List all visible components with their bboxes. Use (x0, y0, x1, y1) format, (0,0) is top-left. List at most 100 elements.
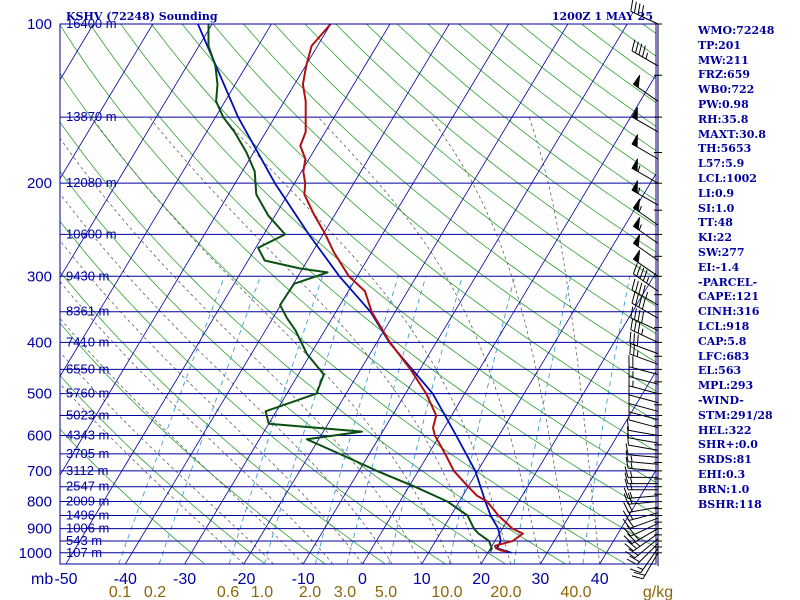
index-line: LFC:683 (698, 349, 750, 363)
isotherm (540, 370, 656, 564)
moist-adiabat (317, 116, 541, 564)
dry-adiabat (181, 24, 656, 422)
moist-adiabat (91, 116, 452, 564)
dry-adiabat (212, 24, 656, 392)
height-label: 107 m (66, 545, 102, 560)
wind-barb-pennant (632, 198, 641, 213)
pressure-label: 700 (27, 463, 52, 480)
wind-barb (625, 456, 659, 472)
isotherm (480, 271, 656, 564)
index-line: BSHR:118 (698, 497, 762, 511)
wind-barb (625, 538, 659, 559)
temperature-tick-label: 40 (591, 571, 609, 588)
mixing-ratio-label: 2.0 (299, 584, 321, 600)
index-line: TP:201 (698, 38, 742, 52)
index-line: EL:563 (698, 364, 742, 378)
wind-barb-pennant (631, 158, 638, 172)
mixing-ratio-unit-label: g/kg (643, 584, 673, 600)
pressure-label: 100 (27, 16, 52, 33)
height-label: 1006 m (66, 521, 109, 536)
wind-barb-pennant (631, 180, 638, 194)
chart-title: KSHV (72248) Sounding (66, 10, 218, 23)
isotherm (184, 24, 510, 564)
x-unit-label: mb (31, 571, 53, 588)
index-line: MW:211 (698, 53, 749, 67)
dry-adiabat (60, 121, 566, 564)
mixing-ratio-label: 3.0 (334, 584, 356, 600)
wind-barb (631, 291, 659, 319)
wind-barb (626, 426, 659, 444)
mixing-ratio-line (228, 276, 323, 564)
index-line: TH:5653 (698, 142, 752, 156)
isotherm (599, 469, 656, 564)
index-line: CINH:316 (698, 305, 760, 319)
height-label: 13870 m (66, 109, 117, 124)
height-label: 3112 m (66, 463, 108, 478)
wind-barb (624, 478, 658, 491)
temperature-tick-label: -40 (114, 571, 137, 588)
moist-adiabat (60, 239, 363, 564)
height-label: 7410 m (66, 334, 109, 349)
index-line: WB0:722 (698, 83, 755, 97)
isotherm (243, 24, 569, 564)
mixing-ratio-line (582, 276, 631, 564)
index-line: LCL:1002 (698, 171, 757, 185)
wind-barb (629, 342, 659, 365)
wind-barb-pennant (631, 134, 638, 148)
index-line: RH:35.8 (698, 112, 749, 126)
wind-barb-pennant (632, 249, 641, 264)
index-line: TT:48 (698, 216, 733, 230)
index-line: SW:277 (698, 245, 745, 259)
wind-barb (626, 543, 659, 566)
pressure-label: 300 (27, 268, 52, 285)
mixing-ratio-line (513, 276, 572, 564)
height-label: 1496 m (66, 507, 109, 522)
moist-adiabat (148, 116, 482, 564)
wind-barb (626, 418, 659, 436)
moist-adiabat (429, 116, 571, 564)
pressure-label: 400 (27, 334, 52, 351)
index-line: MAXT:30.8 (698, 127, 766, 141)
mixing-ratio-label: 40.0 (560, 584, 591, 600)
mixing-ratio-line (158, 276, 261, 564)
mixing-ratio-line (388, 276, 463, 564)
index-line: SHR+:0.0 (698, 438, 758, 452)
dry-adiabat (60, 375, 266, 564)
dry-adiabat (243, 24, 656, 363)
height-label: 8361 m (66, 304, 109, 319)
wind-barb (625, 443, 659, 458)
index-line: CAP:5.8 (698, 334, 747, 348)
pressure-label: 200 (27, 175, 52, 192)
pressure-label: 900 (27, 521, 52, 538)
wind-barb-pennant (632, 233, 641, 248)
index-line: PW:0.98 (698, 97, 749, 111)
wind-barb (623, 522, 659, 537)
wind-barb (632, 263, 659, 292)
index-line: SRDS:81 (698, 453, 752, 467)
height-label: 12080 m (66, 175, 117, 190)
index-line: LI:0.9 (698, 186, 735, 200)
temperature-tick-label: 30 (532, 571, 550, 588)
isotherm (60, 24, 213, 279)
wind-barb-pennant (632, 74, 641, 89)
index-line: -WIND- (698, 393, 744, 407)
index-line: LCL:918 (698, 319, 750, 333)
moist-adiabat (528, 116, 601, 564)
isotherm (362, 74, 656, 564)
isotherm (0, 15, 40, 564)
height-label: 5023 m (66, 408, 109, 423)
height-label: 4343 m (66, 427, 109, 442)
temperature-tick-label: -20 (232, 571, 255, 588)
index-line: EI:-1.4 (698, 260, 740, 274)
index-line: EHI:0.3 (698, 467, 746, 481)
parcel-trace (197, 24, 512, 554)
mixing-ratio-line (263, 276, 355, 564)
isotherm (60, 24, 272, 378)
pressure-label: 800 (27, 494, 52, 511)
sounding-indices-panel: WMO:72248 TP:201 MW:211 FRZ:659 WB0:722 PW:0.… (698, 24, 798, 512)
index-line: WMO:72248 (698, 24, 775, 37)
wind-barb (623, 501, 659, 513)
plot-frame (59, 23, 657, 565)
mixing-ratio-line (346, 276, 427, 564)
